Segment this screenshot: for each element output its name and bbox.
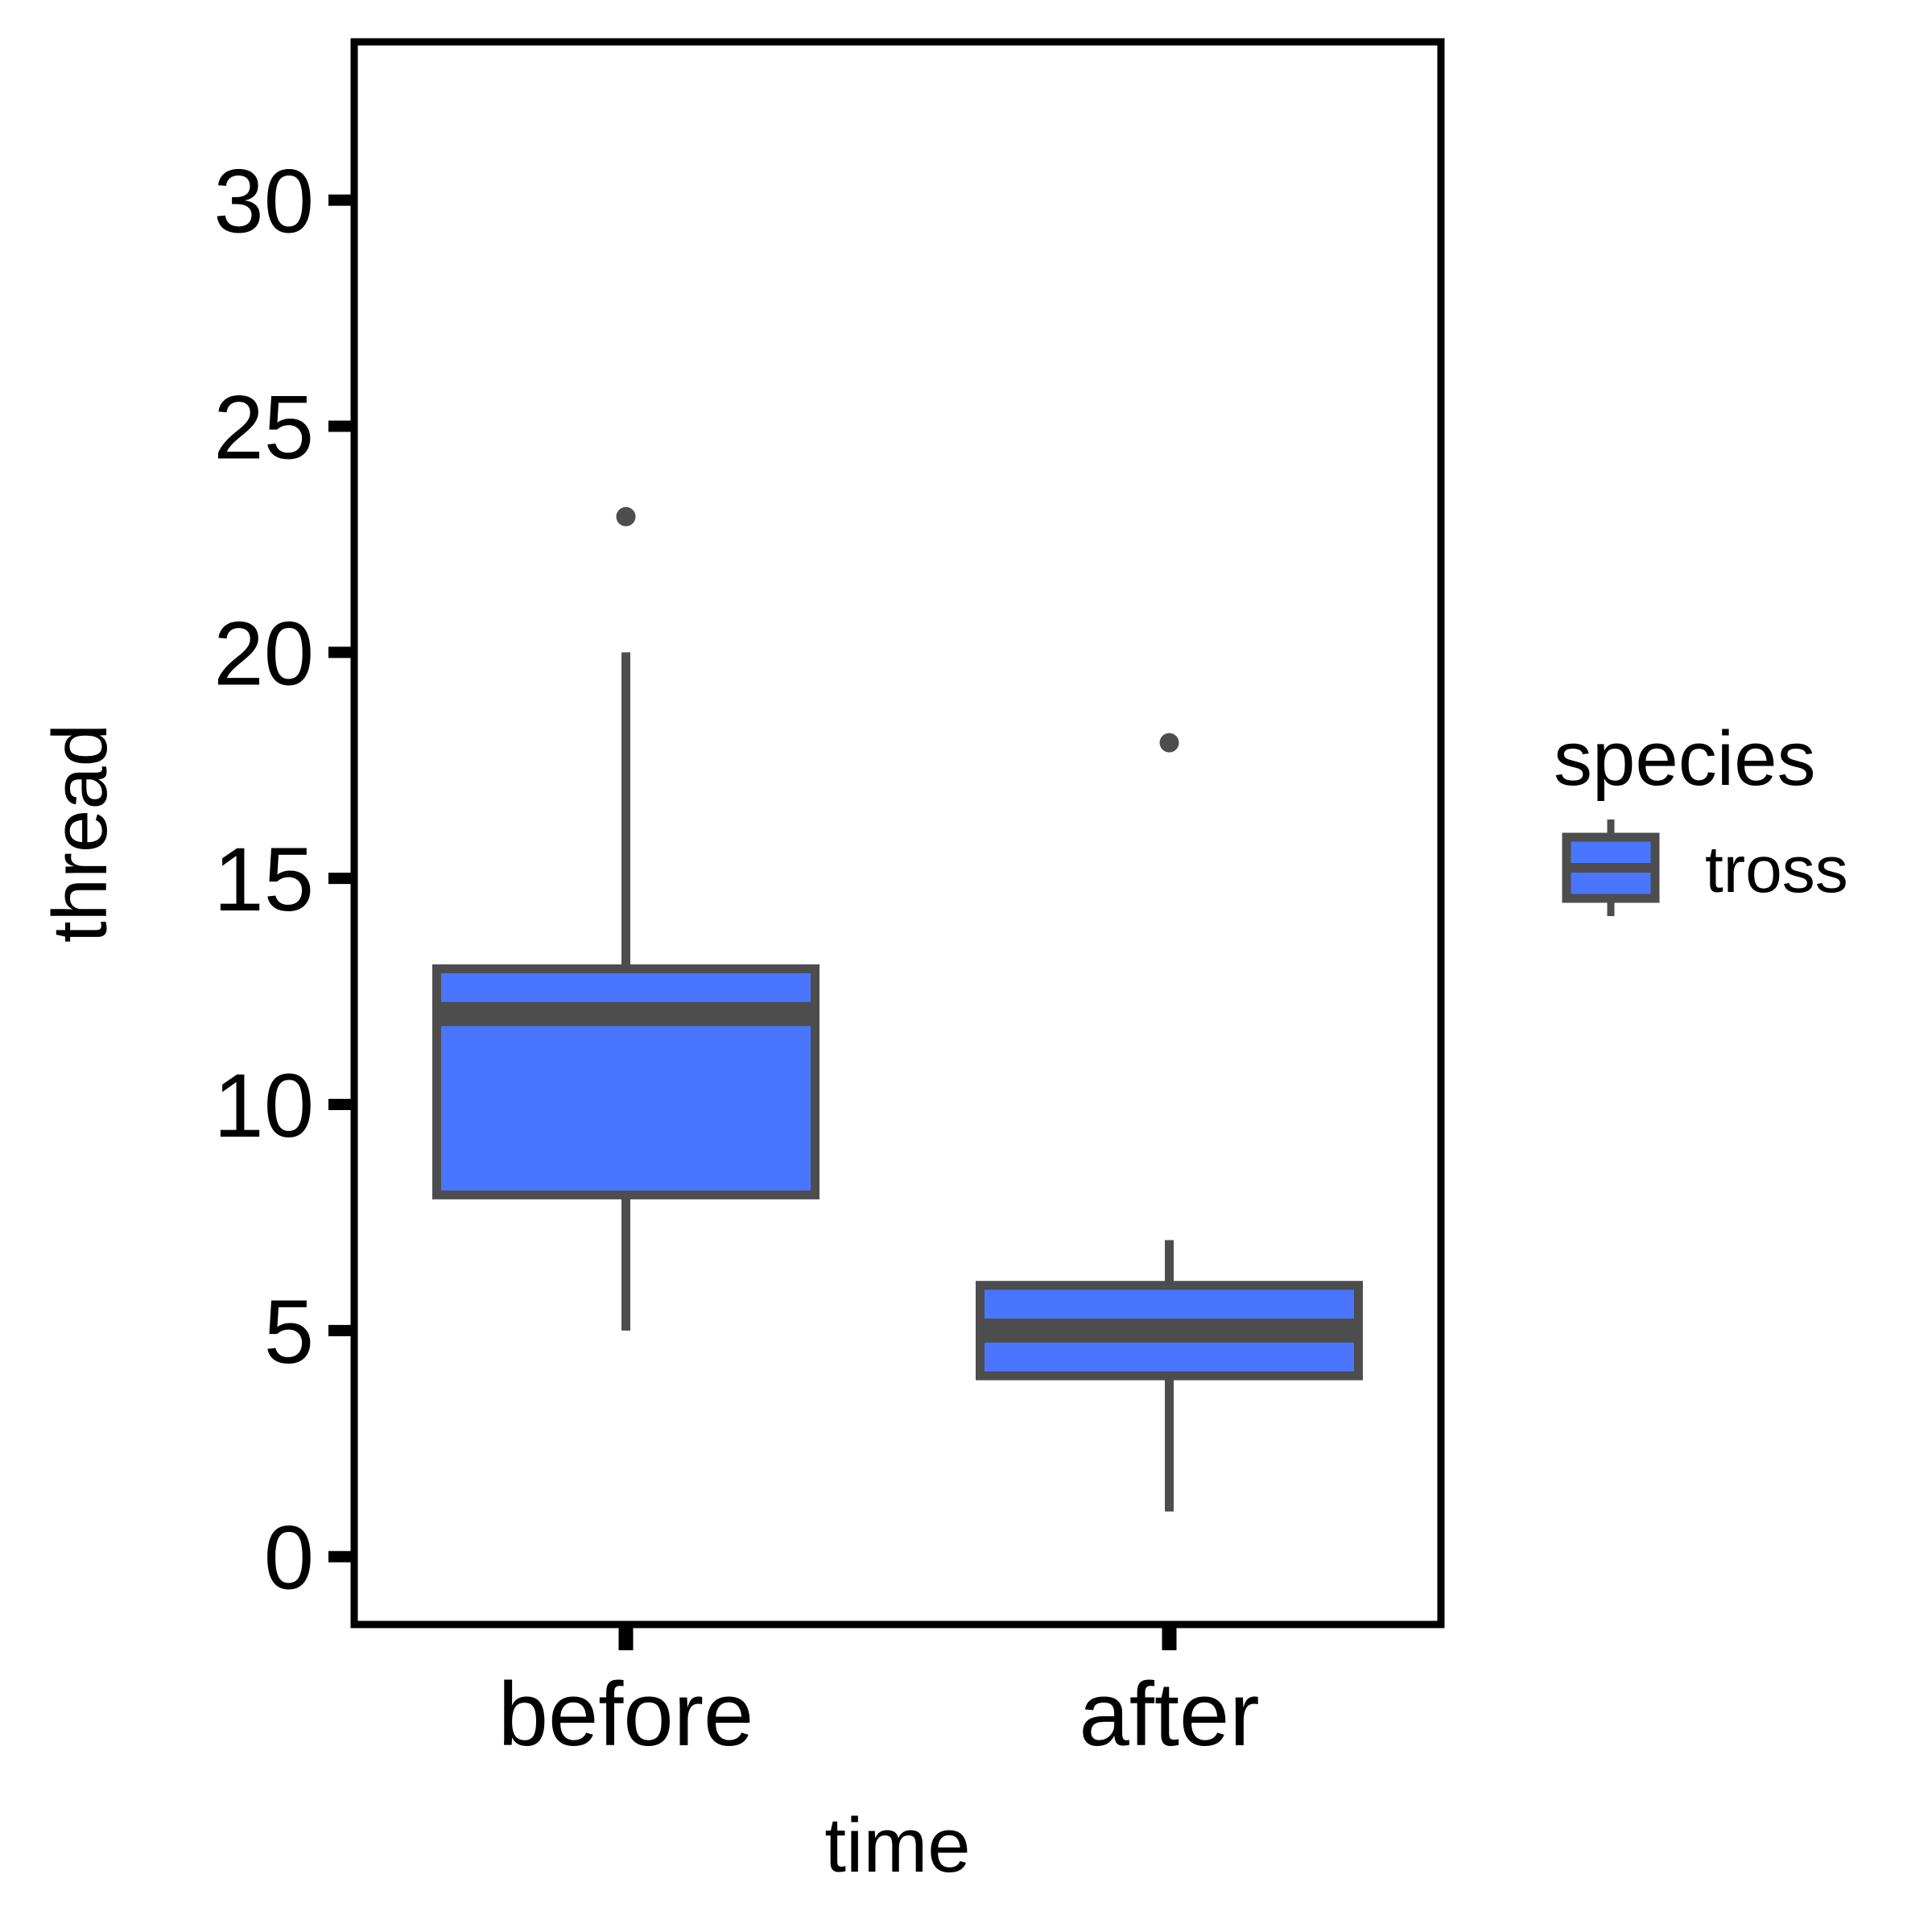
x-axis-title: time <box>824 1802 970 1889</box>
panel-border <box>350 38 1445 1629</box>
y-tick-label: 25 <box>213 377 314 477</box>
y-tick-label: 15 <box>213 829 314 930</box>
legend-label: tross <box>1705 833 1848 906</box>
legend-keys: tross <box>1562 819 1848 916</box>
outlier-point <box>1159 733 1179 753</box>
y-tick-label: 20 <box>213 603 314 704</box>
y-tick-label: 10 <box>213 1055 314 1156</box>
tick-labels: 0 5 10 15 20 25 30 before after <box>213 151 1259 1765</box>
y-axis-title: thread <box>37 724 123 943</box>
legend-title: species <box>1554 716 1816 802</box>
outlier-point <box>616 506 636 526</box>
y-tick-label: 0 <box>264 1508 314 1608</box>
x-tick-label: before <box>498 1664 754 1765</box>
y-tick-label: 5 <box>264 1282 314 1382</box>
y-tick-label: 30 <box>213 151 314 252</box>
x-tick-label: after <box>1079 1664 1259 1765</box>
axis-ticks <box>328 194 1177 1650</box>
boxes <box>432 506 1363 1512</box>
legend: species tross <box>1554 716 1848 916</box>
